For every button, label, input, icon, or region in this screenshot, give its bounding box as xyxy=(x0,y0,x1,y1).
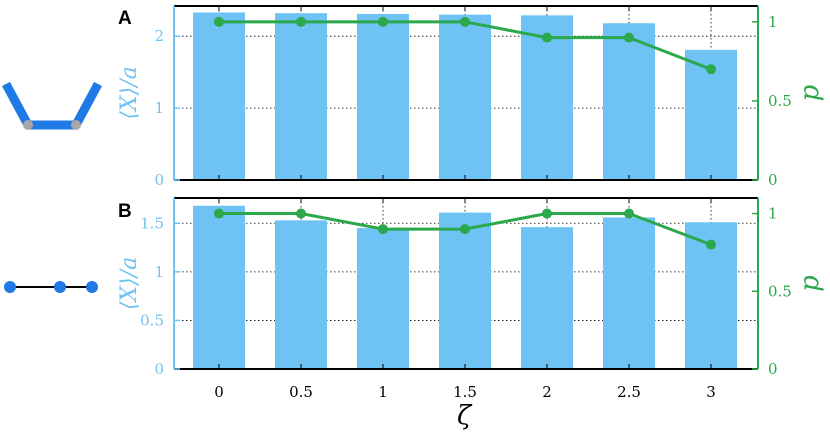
panel-b-bar-2 xyxy=(521,227,573,369)
panel-b-left-tick-label: 0 xyxy=(154,360,164,378)
panel-b-bar-0 xyxy=(193,205,245,369)
panel-a-bar-2.5 xyxy=(603,23,655,181)
panel-b-x-tick-label: 1 xyxy=(378,383,388,401)
linear-trimer-icon xyxy=(4,281,98,293)
x-axis-label: ζ xyxy=(457,401,473,431)
panel-a-line-point-0 xyxy=(214,16,224,27)
panel-b-line-point-1 xyxy=(378,224,388,235)
panel-a-right-tick-label: 1 xyxy=(768,13,778,31)
panel-b-right-tick-label: 0.5 xyxy=(768,282,792,300)
panel-b-bar-1 xyxy=(357,228,409,369)
bent-trimer-icon xyxy=(2,81,102,130)
panel-a-line-point-1.5 xyxy=(460,16,470,27)
panel-b-right-tick-label: 1 xyxy=(768,205,778,223)
panel-b-bar-0.5 xyxy=(275,220,327,369)
panel-b-x-tick-label: 2 xyxy=(542,383,552,401)
panel-b-x-tick-label: 1.5 xyxy=(453,383,477,401)
panel-a-bar-0 xyxy=(193,12,245,181)
panel-b-chart: 0 0.5 1 1.5 0 0.5 1 0 0.5 1 1.5 2 2.5 3 ⟨X⟩/a p xyxy=(117,197,825,401)
panel-a-left-tick-label: 0 xyxy=(154,171,164,189)
panel-b-label: B xyxy=(118,201,132,222)
panel-a-right-axis-label: p xyxy=(795,84,825,101)
panel-b-line-point-2.5 xyxy=(624,208,634,219)
panel-b-line-point-3 xyxy=(706,239,716,250)
panel-b-line-point-2 xyxy=(542,208,552,219)
panel-b-left-tick-label: 0.5 xyxy=(140,311,164,329)
panel-a-line-point-2.5 xyxy=(624,32,634,43)
panel-a-label: A xyxy=(118,8,132,29)
panel-a-line-point-1 xyxy=(378,16,388,27)
panel-b-line-point-0.5 xyxy=(296,208,306,219)
panel-a-left-tick-label: 2 xyxy=(154,27,164,45)
panel-a-line-point-2 xyxy=(542,32,552,43)
panel-b-line-point-1.5 xyxy=(460,224,470,235)
panel-a-left-tick-label: 1 xyxy=(154,99,164,117)
panel-a-left-axis-label: ⟨X⟩/a xyxy=(117,66,142,119)
panel-b-bar-1.5 xyxy=(439,212,491,369)
panel-a-line-point-3 xyxy=(706,64,716,75)
panel-a-bar-1 xyxy=(357,13,409,181)
panel-b-left-tick-label: 1 xyxy=(154,263,164,281)
panel-b-right-tick-label: 0 xyxy=(768,360,778,378)
panel-a-chart: 0 1 2 0 0.5 1 ⟨X⟩/a p xyxy=(117,5,825,189)
panel-b-x-tick-label: 3 xyxy=(706,383,716,401)
panel-b-bar-2.5 xyxy=(603,217,655,369)
panel-b-x-tick-label: 0 xyxy=(214,383,224,401)
panel-a-line-point-0.5 xyxy=(296,16,306,27)
panel-a-bar-2 xyxy=(521,15,573,180)
panel-a-bar-1.5 xyxy=(439,14,491,181)
panel-a-right-tick-label: 0.5 xyxy=(768,92,792,110)
panel-b-left-axis-label: ⟨X⟩/a xyxy=(117,257,142,310)
panel-b-line-point-0 xyxy=(214,208,224,219)
panel-a-right-tick-label: 0 xyxy=(768,171,778,189)
panel-a-bar-0.5 xyxy=(275,13,327,181)
panel-b-right-axis-label: p xyxy=(795,275,825,292)
panel-b-x-tick-label: 0.5 xyxy=(289,383,313,401)
panel-b-left-tick-label: 1.5 xyxy=(140,214,164,232)
panel-b-x-tick-label: 2.5 xyxy=(617,383,641,401)
